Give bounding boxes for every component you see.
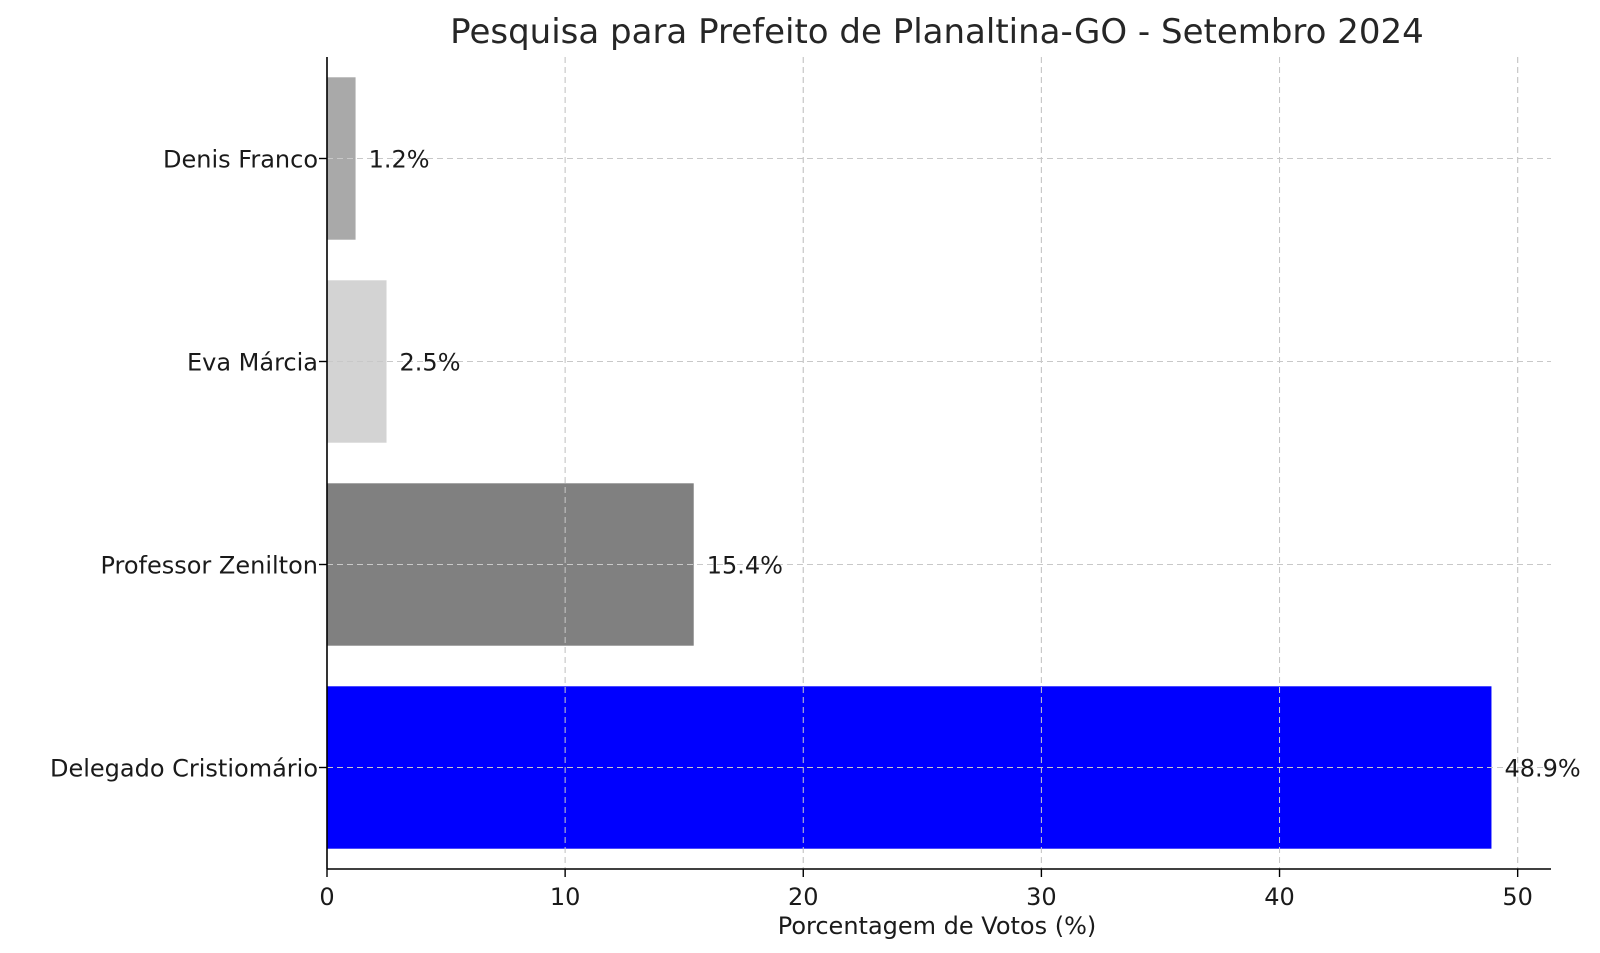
category-label: Denis Franco [163, 146, 318, 174]
x-tick-label: 30 [1026, 883, 1057, 911]
category-label: Eva Márcia [187, 349, 318, 377]
x-axis-label: Porcentagem de Votos (%) [778, 912, 1097, 940]
category-label: Delegado Cristiomário [50, 755, 318, 783]
bar [327, 280, 387, 443]
bar-value-label: 1.2% [369, 146, 430, 174]
label-layer: 48.9% 15.4% 2.5% 1.2% [369, 146, 1581, 783]
bar-value-label: 2.5% [400, 349, 461, 377]
bar-value-label: 15.4% [707, 552, 783, 580]
x-tick-label: 0 [319, 883, 334, 911]
chart-title: Pesquisa para Prefeito de Planaltina-GO … [450, 12, 1424, 52]
grid-overlay [564, 57, 1519, 869]
axis-layer: Delegado Cristiomário Professor Zenilton E… [50, 57, 1551, 911]
x-tick-label: 20 [788, 883, 819, 911]
category-label: Professor Zenilton [100, 552, 318, 580]
x-tick-label: 10 [550, 883, 581, 911]
bar-value-label: 48.9% [1504, 755, 1580, 783]
x-tick-label: 40 [1264, 883, 1295, 911]
bar-layer [327, 77, 1492, 849]
x-tick-label: 50 [1502, 883, 1533, 911]
